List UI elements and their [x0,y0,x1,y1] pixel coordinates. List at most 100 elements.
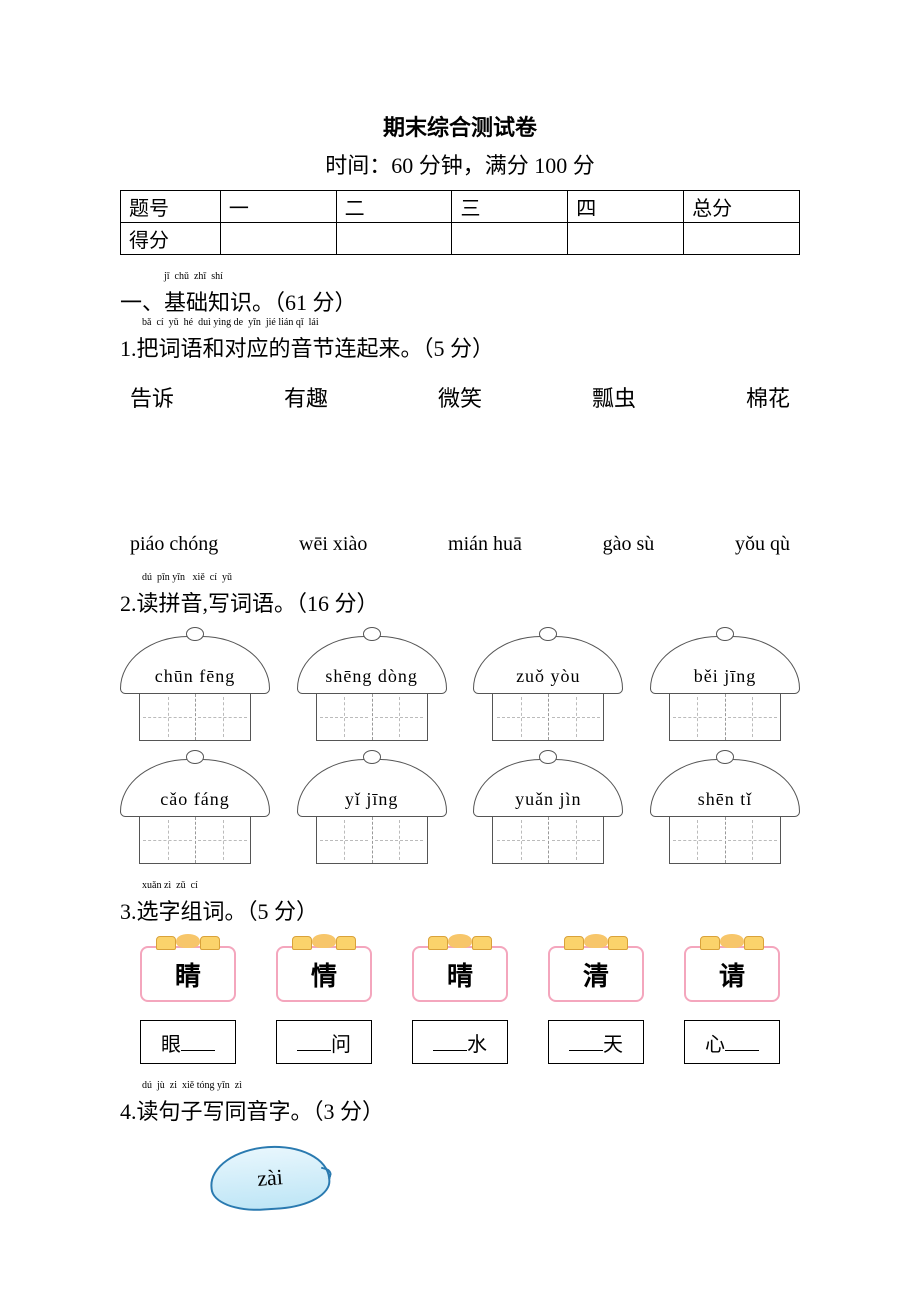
cat-icon [448,934,472,948]
q1-words-row: 告诉 有趣 微笑 瓢虫 棉花 [120,381,800,413]
q2-row-2: cǎo fáng yǐ jīng yuǎn jìn shēn tǐ [120,759,800,864]
q4-heading: dú jù zi xiě tóng yīn zì 4.读句子写同音字。（3 分） [120,1094,800,1126]
tian-grid [316,693,428,741]
tian-grid [492,693,604,741]
mushroom-box: yuǎn jìn [473,759,623,864]
mushroom-cap: shēng dòng [297,636,447,694]
knob-icon [186,750,204,764]
mushroom-box: chūn fēng [120,636,270,741]
tian-grid [316,816,428,864]
mushroom-box: shēng dòng [297,636,447,741]
word: 棉花 [746,381,790,413]
mushroom-pinyin: shēng dòng [298,666,446,687]
blank [181,1033,215,1051]
word: 告诉 [130,381,174,413]
ruby: jī chǔ zhī shí [164,271,223,282]
clip-icon [292,936,312,950]
mushroom-pinyin: běi jīng [651,666,799,687]
table-row: 题号 一 二 三 四 总分 [121,191,800,223]
score-table: 题号 一 二 三 四 总分 得分 [120,190,800,255]
word: 有趣 [284,381,328,413]
char-card: 晴 [412,946,508,1002]
knob-icon [363,750,381,764]
q3-heading: xuǎn zì zǔ cí 3.选字组词。（5 分） [120,894,800,926]
heading-text: 2.读拼音,写词语。（16 分） [120,591,379,616]
tian-grid [139,693,251,741]
blank [297,1033,331,1051]
knob-icon [186,627,204,641]
cell [684,223,800,255]
mushroom-cap: běi jīng [650,636,800,694]
q2-heading: dú pīn yīn xiě cí yǔ 2.读拼音,写词语。（16 分） [120,586,800,618]
char-card: 请 [684,946,780,1002]
mushroom-cap: shēn tǐ [650,759,800,817]
ans-pre: 心 [705,1028,725,1057]
pinyin: yǒu qù [735,533,790,556]
page: 期末综合测试卷 时间：60 分钟，满分 100 分 题号 一 二 三 四 总分 … [0,0,920,1302]
mushroom-pinyin: shēn tǐ [651,789,799,810]
clip-icon [156,936,176,950]
pinyin: gào sù [603,533,655,556]
mushroom-pinyin: yuǎn jìn [474,789,622,810]
mushroom-cap: cǎo fáng [120,759,270,817]
answer-box: 天 [548,1020,644,1064]
table-row: 得分 [121,223,800,255]
mushroom-box: yǐ jīng [297,759,447,864]
q1-heading: bǎ cí yǔ hé duì yìng de yīn jié lián qǐ … [120,331,800,363]
pinyin: wēi xiào [299,533,367,556]
mushroom-cap: chūn fēng [120,636,270,694]
heading-text: 一、基础知识。（61 分） [120,290,357,315]
oval-text: zài [256,1164,283,1192]
cell: 三 [452,191,568,223]
knob-icon [363,627,381,641]
heading-text: 3.选字组词。（5 分） [120,899,318,924]
ruby: dú jù zi xiě tóng yīn zì [142,1080,242,1091]
mushroom-box: zuǒ yòu [473,636,623,741]
cell: 一 [220,191,336,223]
exam-title: 期末综合测试卷 [120,110,800,142]
clip-icon [700,936,720,950]
cell: 题号 [121,191,221,223]
exam-subtitle: 时间：60 分钟，满分 100 分 [120,148,800,180]
q2-row-1: chūn fēng shēng dòng zuǒ yòu běi jīng [120,636,800,741]
char-card: 清 [548,946,644,1002]
clip-icon [336,936,356,950]
mushroom-box: cǎo fáng [120,759,270,864]
knob-icon [539,627,557,641]
clip-icon [472,936,492,950]
knob-icon [539,750,557,764]
pinyin-oval: zài [208,1142,332,1214]
blank [569,1033,603,1051]
mushroom-pinyin: chūn fēng [121,666,269,687]
knob-icon [716,627,734,641]
mushroom-box: běi jīng [650,636,800,741]
clip-icon [200,936,220,950]
cell [336,223,452,255]
blank [725,1033,759,1051]
ans-post: 问 [331,1028,351,1057]
card-char: 请 [719,956,745,993]
cell: 得分 [121,223,221,255]
word: 微笑 [438,381,482,413]
q4-oval-wrap: zài [210,1146,800,1210]
blank [433,1033,467,1051]
pinyin: mián huā [448,533,522,556]
tian-grid [669,816,781,864]
section-1-heading: jī chǔ zhī shí 一、基础知识。（61 分） [120,285,800,317]
cat-icon [720,934,744,948]
clip-icon [744,936,764,950]
cell: 四 [568,191,684,223]
pinyin: piáo chóng [130,533,218,556]
knob-icon [716,750,734,764]
cell: 总分 [684,191,800,223]
heading-text: 1.把词语和对应的音节连起来。（5 分） [120,336,494,361]
clip-icon [428,936,448,950]
tian-grid [492,816,604,864]
tian-grid [669,693,781,741]
mushroom-pinyin: yǐ jīng [298,789,446,810]
ans-post: 天 [603,1028,623,1057]
char-card: 睛 [140,946,236,1002]
mushroom-pinyin: zuǒ yòu [474,666,622,687]
ans-pre: 眼 [161,1028,181,1057]
cell [568,223,684,255]
